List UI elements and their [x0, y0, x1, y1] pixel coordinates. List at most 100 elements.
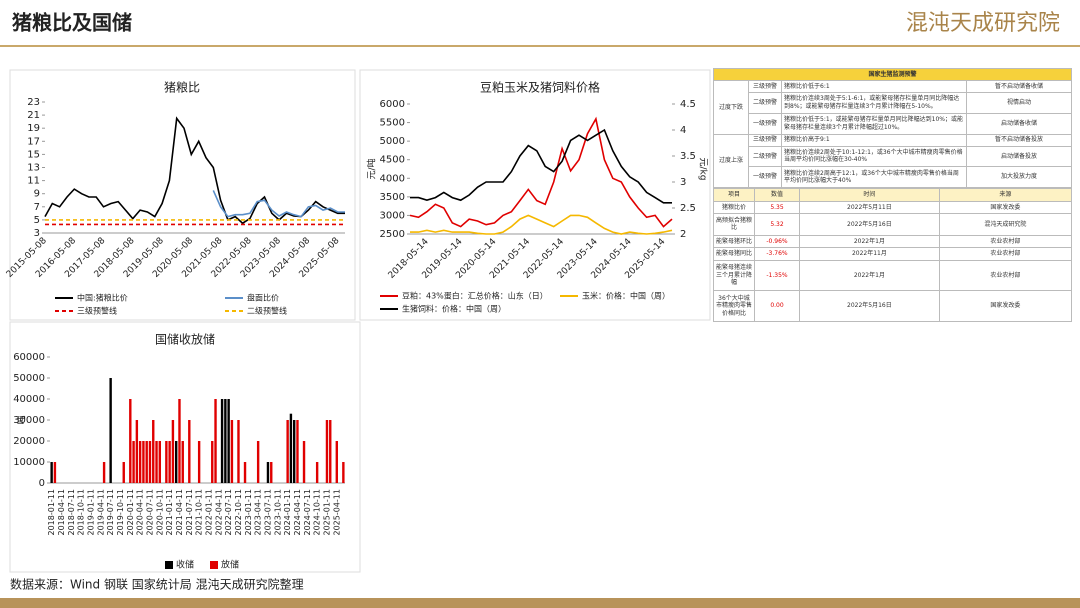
table-cell: 猪粮比价连续2周处于10:1-12:1，或36个大中城市精瘦肉零售价格当周平均价… [781, 145, 967, 168]
bar [132, 441, 135, 483]
legend-swatch [165, 561, 173, 569]
table-row: 一级预警 猪粮比价低于5:1，或能繁母猪存栏量单月同比降幅达到10%；或能繁母猪存… [714, 112, 1072, 135]
bar [53, 462, 57, 483]
x-tick-label: 2019-04-11 [96, 489, 105, 536]
y-tick-label: 0 [39, 478, 45, 489]
table-cell: 能繁母猪环比 [713, 234, 755, 249]
legend-label: 玉米：价格：中国（周） [582, 291, 670, 301]
legend-label: 放储 [221, 559, 239, 571]
table-cell: 一级预警 [748, 112, 782, 135]
table-cell: 启动储备收储 [966, 112, 1072, 135]
x-tick-label: 2022-04-11 [214, 489, 223, 536]
bar [178, 399, 181, 483]
y2-tick-label: 2.5 [680, 203, 696, 214]
bar [174, 441, 178, 483]
x-tick-label: 2022-01-11 [204, 489, 213, 536]
bar [102, 462, 106, 483]
x-tick-label: 2019-07-11 [106, 489, 115, 536]
x-tick-label: 2021-01-11 [165, 489, 174, 536]
table-cell: 农业农村部 [938, 247, 1073, 261]
series-line [410, 128, 672, 204]
table-cell: 2022年5月16日 [799, 213, 940, 236]
bar [266, 462, 270, 483]
table-row: 过度上涨 三级预警 猪粮比价高于9:1 暂不启动储备投放 [713, 133, 1072, 188]
group-name: 过度上涨 [713, 133, 749, 188]
legend-label: 盘面比价 [247, 293, 279, 303]
bar [302, 441, 306, 483]
y2-tick-label: 3 [680, 177, 686, 188]
table-row: 项目 数值 时间 来源 [713, 188, 1073, 202]
table-cell: 0.00 [754, 290, 800, 322]
x-tick-label: 2023-04-11 [254, 489, 263, 536]
table-cell: 能繁母猪同比 [713, 247, 755, 261]
bar [155, 441, 158, 483]
tables: 国家生猪监测预警 过度下跌 三级预警 猪粮比价低于6:1 暂不启动储备收储 二级预警 猪粮比… [713, 67, 1073, 322]
bar [197, 441, 201, 483]
x-tick-label: 2024-10-11 [313, 489, 322, 536]
table-cell: 农业农村部 [938, 259, 1073, 292]
x-tick-label: 2018-04-11 [57, 489, 66, 536]
y-tick-label: 7 [34, 202, 40, 213]
y-tick-label: 4000 [380, 173, 405, 184]
table-row: 一级预警 猪粮比价连续2周高于12:1，或36个大中城市精瘦肉零售价格当周平均价同… [714, 166, 1072, 188]
table-cell: 猪粮比价低于6:1 [781, 80, 967, 94]
panel [359, 69, 711, 321]
x-tick-label: 2021-07-11 [185, 489, 194, 536]
table-cell: 猪粮比价连续2周高于12:1，或36个大中城市精瘦肉零售价格当周平均价同比涨幅大… [781, 166, 967, 188]
x-tick-label: 2021-10-11 [195, 489, 204, 536]
table-cell: 5.32 [754, 213, 800, 236]
y-tick-label: 30000 [13, 415, 45, 426]
y-tick-label: 50000 [13, 373, 45, 384]
y-tick-label: 3500 [380, 192, 405, 203]
bar [342, 462, 345, 483]
table-cell: 农业农村部 [938, 234, 1073, 249]
table-cell: 二级预警 [748, 92, 782, 114]
table-cell: 2022年5月16日 [799, 290, 940, 322]
y-tick-label: 60000 [13, 352, 45, 363]
table-cell: 5.35 [754, 200, 800, 215]
bar [181, 441, 184, 483]
table-row: 猪粮比价 5.35 2022年5月11日 国家发改委 [713, 200, 1073, 215]
y-tick-label: 11 [27, 176, 40, 187]
chart-title: 猪粮比 [164, 80, 200, 95]
y-tick-label: 6000 [380, 99, 405, 110]
x-tick-label: 2021-04-11 [175, 489, 184, 536]
y-tick-label: 5 [34, 215, 40, 226]
bar [50, 462, 53, 483]
table-cell: 2022年5月11日 [799, 200, 940, 215]
y2-tick-label: 4 [680, 125, 686, 136]
bar [270, 462, 273, 483]
bar [243, 462, 247, 483]
table-row: 能繁母猪同比 -3.76% 2022年11月 农业农村部 [713, 247, 1073, 261]
y-tick-label: 5500 [380, 118, 405, 129]
y-tick-label: 40000 [13, 394, 45, 405]
bar [220, 399, 224, 483]
bar [296, 420, 299, 483]
bar [171, 420, 175, 483]
bar [135, 420, 139, 483]
table-header: 来源 [938, 188, 1073, 202]
y2-tick-label: 3.5 [680, 151, 696, 162]
x-tick-label: 2024-04-11 [293, 489, 302, 536]
table-cell: 暂不启动储备收储 [966, 80, 1072, 94]
legend-label: 收储 [176, 559, 194, 571]
indicator-table: 项目 数值 时间 来源 猪粮比价 5.35 2022年5月11日 国家发改委 高频拟合猪粮比 5.… [713, 188, 1073, 322]
y-axis-label: 吨 [16, 415, 28, 424]
x-tick-label: 2023-10-11 [273, 489, 282, 536]
chart-title: 国储收放储 [155, 332, 215, 347]
x-tick-label: 2020-07-11 [145, 489, 154, 536]
table-row: 36个大中城市精瘦肉零售价格同比 0.00 2022年5月16日 国家发改委 [713, 290, 1073, 322]
table-cell: 36个大中城市精瘦肉零售价格同比 [713, 290, 755, 322]
x-tick-label: 2019-01-11 [86, 489, 95, 536]
bar [237, 420, 240, 483]
x-tick-label: 2023-01-11 [244, 489, 253, 536]
x-tick-label: 2018-10-11 [77, 489, 86, 536]
table-row: 二级预警 猪粮比价连续3周处于5:1-6:1，或能繁母猪存栏量单月同比降幅达到8%… [714, 92, 1072, 114]
y-tick-label: 9 [34, 189, 40, 200]
x-tick-label: 2025-01-11 [322, 489, 331, 536]
table-cell: 2022年1月 [799, 234, 940, 249]
legend-label: 生猪饲料：价格：中国（周） [402, 304, 506, 314]
table-cell: 视情启动 [966, 92, 1072, 114]
table-cell: 2022年11月 [799, 247, 940, 261]
